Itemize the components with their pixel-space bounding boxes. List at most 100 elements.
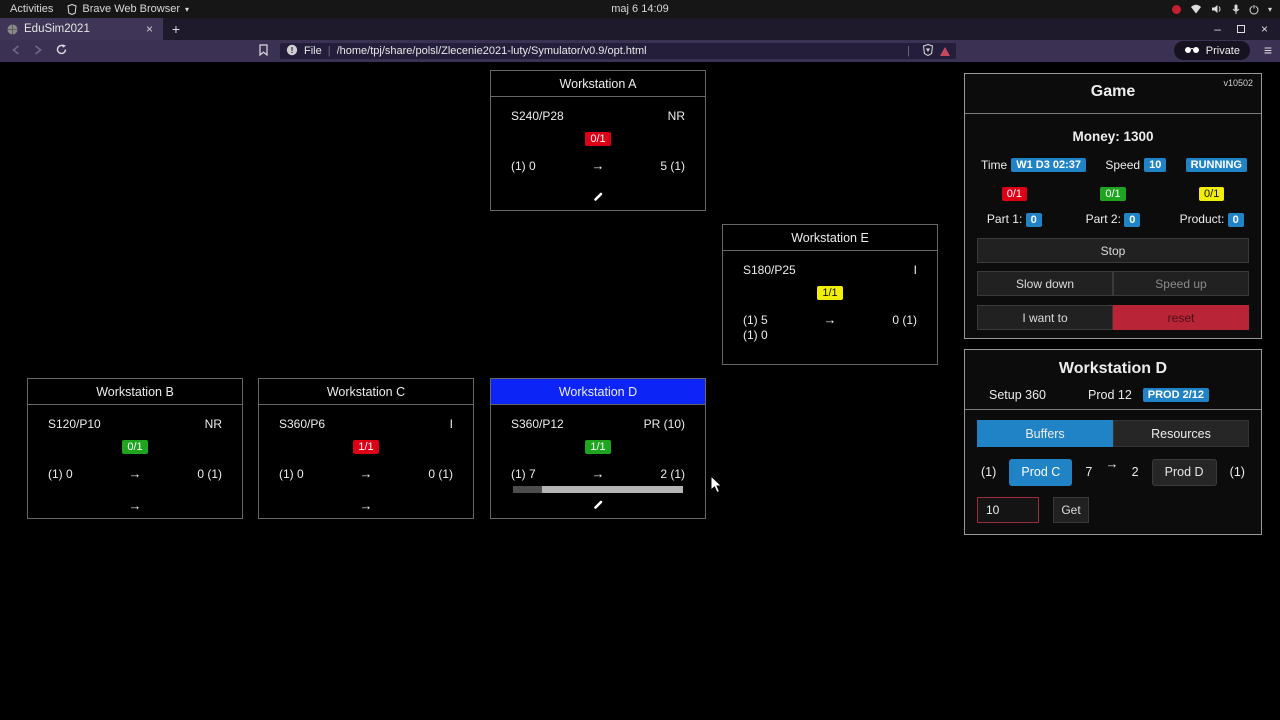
game-state-badge: RUNNING xyxy=(1185,158,1247,172)
browser-tab-bar: EduSim2021 × + – × xyxy=(0,18,1280,40)
src-capacity-label: (1) xyxy=(981,465,997,479)
app-menu-caret-icon: ▾ xyxy=(185,4,190,14)
time-value-badge: W1 D3 02:37 xyxy=(1011,158,1087,172)
part1-count-badge: 0 xyxy=(1025,213,1042,227)
new-tab-button[interactable]: + xyxy=(171,21,181,37)
workstation-c-code: S360/P6 xyxy=(279,417,326,431)
workstation-d-title[interactable]: Workstation D xyxy=(491,379,705,405)
flow-arrow-icon: → xyxy=(823,312,837,327)
power-icon xyxy=(1249,4,1259,15)
quantity-input[interactable] xyxy=(977,497,1039,523)
machine-badge-red: 0/1 xyxy=(1001,187,1027,201)
part2-count-badge: 0 xyxy=(1124,213,1141,227)
workstation-e-code: S180/P25 xyxy=(743,263,796,277)
game-panel-title: Game xyxy=(1090,83,1136,100)
flow-arrow-icon: → xyxy=(128,466,142,481)
workstation-e-resource-badge: 1/1 xyxy=(817,286,843,300)
workstation-b-in-buffer: (1) 0 xyxy=(48,466,73,481)
workstation-a-status: NR xyxy=(667,109,685,123)
url-path: /home/tpj/share/polsl/Zlecenie2021-luty/… xyxy=(336,45,647,57)
slow-down-button[interactable]: Slow down xyxy=(977,271,1113,296)
money-display: Money: 1300 xyxy=(1072,129,1154,144)
workstation-d-status: PR (10) xyxy=(643,417,685,431)
machine-badge-yellow: 0/1 xyxy=(1199,187,1225,201)
part2-label: Part 2: xyxy=(1085,212,1121,226)
workstation-b-out-buffer: 0 (1) xyxy=(197,466,222,481)
brave-shields-icon[interactable] xyxy=(922,43,934,59)
app-menu[interactable]: Brave Web Browser ▾ xyxy=(67,3,189,15)
stop-button[interactable]: Stop xyxy=(977,238,1249,263)
flow-arrow-icon: → xyxy=(359,466,373,481)
workstation-c-in-buffer: (1) 0 xyxy=(279,466,304,481)
activities-button[interactable]: Activities xyxy=(10,3,54,15)
url-bar[interactable]: ! File | /home/tpj/share/polsl/Zlecenie2… xyxy=(280,43,956,59)
workstation-a-code: S240/P28 xyxy=(511,109,564,123)
i-want-to-button[interactable]: I want to xyxy=(977,305,1113,330)
get-button[interactable]: Get xyxy=(1053,497,1089,523)
url-separator2: | xyxy=(907,45,910,57)
dst-count: 2 xyxy=(1131,465,1139,479)
src-count: 7 xyxy=(1085,465,1093,479)
workstation-c-resource-badge: 1/1 xyxy=(353,440,379,454)
window-close-button[interactable]: × xyxy=(1260,22,1268,36)
workstation-a-resource-badge: 0/1 xyxy=(585,132,611,146)
workstation-b-status: NR xyxy=(204,417,222,431)
workstation-e-status: I xyxy=(913,263,917,277)
reload-button[interactable] xyxy=(56,42,67,60)
prod-status-badge: PROD 2/12 xyxy=(1142,388,1209,402)
tab-close-button[interactable]: × xyxy=(145,22,153,36)
tab-title: EduSim2021 xyxy=(24,23,90,35)
brave-logo-icon xyxy=(67,3,77,15)
app-menu-label: Brave Web Browser xyxy=(82,3,181,15)
workstation-a-out-buffer: 5 (1) xyxy=(660,158,685,173)
svg-text:!: ! xyxy=(291,45,294,55)
private-badge: Private xyxy=(1173,41,1250,60)
time-label: Time xyxy=(981,158,1008,172)
transport-arrow-icon: → xyxy=(128,498,142,513)
workstation-a-card: Workstation A S240/P28 NR 0/1 (1) 0 → 5 … xyxy=(490,70,706,211)
game-version: v10502 xyxy=(1223,78,1253,88)
back-button[interactable] xyxy=(12,42,20,60)
prod-d-button[interactable]: Prod D xyxy=(1151,458,1217,486)
wrench-icon xyxy=(491,498,705,513)
workstation-c-out-buffer: 0 (1) xyxy=(428,466,453,481)
product-count-badge: 0 xyxy=(1227,213,1244,227)
browser-tab[interactable]: EduSim2021 × xyxy=(0,18,163,40)
warning-triangle-icon[interactable] xyxy=(940,46,950,56)
detail-tabs: Buffers Resources xyxy=(977,420,1249,447)
part1-label: Part 1: xyxy=(986,212,1023,226)
tab-favicon xyxy=(7,24,18,35)
window-minimize-button[interactable]: – xyxy=(1214,22,1221,36)
forward-button[interactable] xyxy=(34,42,42,60)
speed-label: Speed xyxy=(1105,158,1141,172)
desktop-clock[interactable]: maj 6 14:09 xyxy=(611,3,669,15)
wifi-icon xyxy=(1190,4,1202,14)
speed-up-button[interactable]: Speed up xyxy=(1113,271,1249,296)
dst-capacity-label: (1) xyxy=(1229,465,1245,479)
workstation-e-out-buffer: 0 (1) xyxy=(892,312,917,327)
workstation-d-progress-bar xyxy=(513,486,683,493)
browser-toolbar: ! File | /home/tpj/share/polsl/Zlecenie2… xyxy=(0,40,1280,62)
site-info-icon[interactable]: ! xyxy=(286,44,298,59)
game-panel: Game v10502 Money: 1300 Time W1 D3 02:37… xyxy=(964,73,1262,339)
private-label: Private xyxy=(1205,44,1240,57)
reset-button[interactable]: reset xyxy=(1113,305,1249,330)
browser-menu-button[interactable]: ≡ xyxy=(1263,42,1272,58)
workstation-b-card: Workstation B S120/P10 NR 0/1 (1) 0 → 0 … xyxy=(27,378,243,519)
volume-icon xyxy=(1211,4,1223,14)
tab-resources[interactable]: Resources xyxy=(1113,420,1249,447)
workstation-e-card: Workstation E S180/P25 I 1/1 (1) 5 → 0 (… xyxy=(722,224,938,365)
workstation-b-resource-badge: 0/1 xyxy=(122,440,148,454)
bookmark-icon[interactable] xyxy=(259,43,268,61)
workstation-d-resource-badge: 1/1 xyxy=(585,440,611,454)
machine-badge-green: 0/1 xyxy=(1100,187,1126,201)
buffer-row: (1) Prod C 7 → 2 Prod D (1) xyxy=(981,456,1245,488)
tab-buffers[interactable]: Buffers xyxy=(977,420,1113,447)
prod-c-button[interactable]: Prod C xyxy=(1009,458,1073,486)
workstation-d-code: S360/P12 xyxy=(511,417,564,431)
workstation-d-card[interactable]: Workstation D S360/P12 PR (10) 1/1 (1) 7… xyxy=(490,378,706,519)
window-restore-button[interactable] xyxy=(1236,25,1245,33)
workstation-e-title: Workstation E xyxy=(723,225,937,251)
system-menu-caret-icon[interactable]: ▾ xyxy=(1267,4,1272,14)
desktop-top-bar: Activities Brave Web Browser ▾ maj 6 14:… xyxy=(0,0,1280,18)
